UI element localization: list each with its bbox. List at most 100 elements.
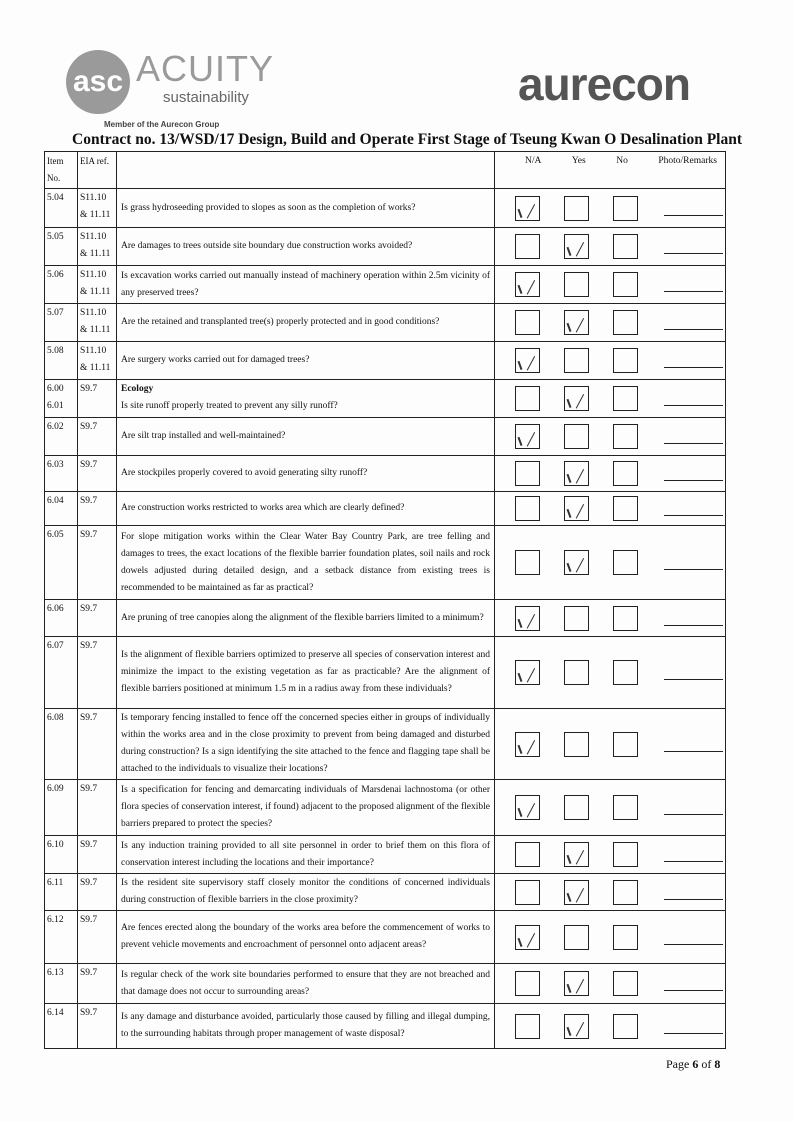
header-answers: N/A Yes No Photo/Remarks [494, 151, 726, 189]
remarks-field[interactable] [664, 239, 723, 254]
eia-ref: S9.7 [77, 491, 117, 526]
checkbox-no[interactable] [613, 660, 638, 685]
checkbox-yes[interactable] [564, 386, 589, 411]
remarks-field[interactable] [664, 353, 723, 368]
checkbox-no[interactable] [613, 924, 638, 950]
item-number: 6.14 [44, 1003, 78, 1049]
question-text: Are silt trap installed and well-maintai… [121, 431, 286, 441]
checkbox-na[interactable] [515, 924, 540, 950]
checkbox-na[interactable] [515, 310, 540, 335]
checkbox-na[interactable] [515, 234, 540, 259]
page-number: Page 6 of 8 [666, 1057, 720, 1071]
checkbox-na[interactable] [515, 731, 540, 757]
checkbox-yes[interactable] [564, 550, 589, 575]
checkbox-no[interactable] [613, 496, 638, 521]
checkbox-no[interactable] [613, 879, 638, 905]
checkbox-no[interactable] [613, 272, 638, 297]
answer-cell [494, 599, 726, 637]
eia-ref: S11.10 & 11.11 [77, 265, 117, 304]
question-cell: Are the retained and transplanted tree(s… [116, 303, 495, 342]
checkbox-na[interactable] [515, 971, 540, 996]
checkbox-no[interactable] [613, 234, 638, 259]
remarks-field[interactable] [664, 665, 723, 680]
remarks-field[interactable] [664, 800, 723, 815]
question-text: Is regular check of the work site bounda… [121, 969, 490, 997]
checkbox-na[interactable] [515, 879, 540, 905]
checkbox-na[interactable] [515, 461, 540, 486]
checkbox-no[interactable] [613, 310, 638, 335]
checkbox-yes[interactable] [564, 731, 589, 757]
checkbox-no[interactable] [613, 971, 638, 996]
checkbox-no[interactable] [613, 1013, 638, 1039]
checkbox-no[interactable] [613, 795, 638, 820]
remarks-field[interactable] [664, 391, 723, 406]
checkbox-na[interactable] [515, 795, 540, 820]
remarks-field[interactable] [664, 976, 723, 991]
remarks-field[interactable] [664, 1019, 723, 1034]
checkbox-na[interactable] [515, 424, 540, 449]
remarks-field[interactable] [664, 611, 723, 626]
remarks-field[interactable] [664, 315, 723, 330]
checkbox-yes[interactable] [564, 424, 589, 449]
checkbox-no[interactable] [613, 348, 638, 373]
checkbox-yes[interactable] [564, 496, 589, 521]
eia-ref: S11.10 & 11.11 [77, 188, 117, 228]
header-na: N/A [525, 156, 542, 166]
checkbox-no[interactable] [613, 386, 638, 411]
acuity-member-text: Member of the Aurecon Group [104, 120, 220, 129]
checkbox-no[interactable] [613, 731, 638, 757]
checkbox-no[interactable] [613, 424, 638, 449]
checkbox-yes[interactable] [564, 195, 589, 221]
remarks-field[interactable] [664, 277, 723, 292]
checkbox-yes[interactable] [564, 461, 589, 486]
page-label: Page [666, 1057, 690, 1071]
remarks-field[interactable] [664, 885, 723, 900]
eia-ref: S9.7 [77, 708, 117, 780]
checkbox-na[interactable] [515, 386, 540, 411]
checkbox-yes[interactable] [564, 842, 589, 867]
checkbox-yes[interactable] [564, 971, 589, 996]
remarks-field[interactable] [664, 930, 723, 945]
remarks-field[interactable] [664, 501, 723, 516]
checkbox-na[interactable] [515, 195, 540, 221]
checkbox-yes[interactable] [564, 234, 589, 259]
remarks-field[interactable] [664, 555, 723, 570]
remarks-field[interactable] [664, 201, 723, 216]
checkbox-no[interactable] [613, 550, 638, 575]
question-cell: Are pruning of tree canopies along the a… [116, 599, 495, 637]
table-row: 6.12 S9.7 Are fences erected along the bou… [44, 910, 726, 964]
checkbox-yes[interactable] [564, 924, 589, 950]
checkbox-na[interactable] [515, 1013, 540, 1039]
checkbox-yes[interactable] [564, 348, 589, 373]
checkbox-na[interactable] [515, 496, 540, 521]
checkbox-na[interactable] [515, 348, 540, 373]
checkbox-na[interactable] [515, 550, 540, 575]
checkbox-yes[interactable] [564, 1013, 589, 1039]
checkbox-na[interactable] [515, 272, 540, 297]
item-number: 6.10 [44, 835, 78, 874]
checkbox-yes[interactable] [564, 660, 589, 685]
checkbox-no[interactable] [613, 605, 638, 631]
answer-cell [494, 636, 726, 709]
checkbox-na[interactable] [515, 605, 540, 631]
table-row: 6.02 S9.7 Are silt trap installed and well… [44, 417, 726, 456]
checkbox-yes[interactable] [564, 272, 589, 297]
checkbox-yes[interactable] [564, 310, 589, 335]
checkbox-yes[interactable] [564, 879, 589, 905]
acuity-name: ACUITY [136, 48, 275, 89]
checkbox-no[interactable] [613, 461, 638, 486]
checkbox-na[interactable] [515, 842, 540, 867]
item-number: 5.06 [44, 265, 78, 304]
checkbox-no[interactable] [613, 195, 638, 221]
remarks-field[interactable] [664, 429, 723, 444]
checkbox-na[interactable] [515, 660, 540, 685]
aurecon-logo: aurecon [518, 58, 691, 110]
remarks-field[interactable] [664, 466, 723, 481]
item-number: 6.02 [44, 417, 78, 456]
header-remarks: Photo/Remarks [658, 156, 717, 166]
remarks-field[interactable] [664, 737, 723, 752]
checkbox-yes[interactable] [564, 795, 589, 820]
checkbox-no[interactable] [613, 842, 638, 867]
remarks-field[interactable] [664, 847, 723, 862]
checkbox-yes[interactable] [564, 605, 589, 631]
